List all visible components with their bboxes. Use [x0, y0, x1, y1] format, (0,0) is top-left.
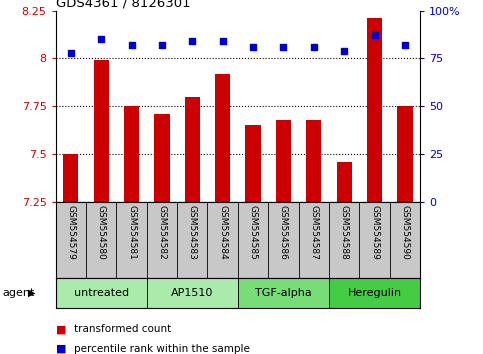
Text: ■: ■	[56, 344, 66, 354]
Bar	[245, 125, 261, 202]
Text: GSM554585: GSM554585	[249, 205, 257, 260]
Text: GSM554587: GSM554587	[309, 205, 318, 260]
Text: GDS4361 / 8126301: GDS4361 / 8126301	[56, 0, 190, 10]
Text: GSM554583: GSM554583	[188, 205, 197, 260]
Bar	[63, 154, 78, 202]
Bar	[56, 278, 147, 308]
Text: GSM554582: GSM554582	[157, 205, 167, 259]
Text: GSM554586: GSM554586	[279, 205, 288, 260]
Text: GSM554588: GSM554588	[340, 205, 349, 260]
Text: TGF-alpha: TGF-alpha	[255, 288, 312, 298]
Bar	[154, 114, 170, 202]
Point	[249, 44, 257, 50]
Point	[158, 42, 166, 48]
Point	[371, 33, 379, 38]
Bar	[124, 106, 139, 202]
Bar	[94, 60, 109, 202]
Text: agent: agent	[2, 288, 35, 298]
Text: GSM554584: GSM554584	[218, 205, 227, 259]
Text: ■: ■	[56, 324, 66, 334]
Text: transformed count: transformed count	[74, 324, 171, 334]
Text: AP1510: AP1510	[171, 288, 213, 298]
Bar	[185, 97, 200, 202]
Bar	[306, 120, 322, 202]
Bar	[215, 74, 230, 202]
Point	[310, 44, 318, 50]
Text: percentile rank within the sample: percentile rank within the sample	[74, 344, 250, 354]
Point	[341, 48, 348, 53]
Bar	[329, 278, 420, 308]
Bar	[398, 106, 412, 202]
Bar	[276, 120, 291, 202]
Text: ▶: ▶	[28, 288, 35, 298]
Point	[128, 42, 135, 48]
Point	[188, 38, 196, 44]
Text: GSM554581: GSM554581	[127, 205, 136, 260]
Text: GSM554589: GSM554589	[370, 205, 379, 260]
Text: GSM554590: GSM554590	[400, 205, 410, 260]
Bar	[337, 162, 352, 202]
Point	[401, 42, 409, 48]
Point	[97, 36, 105, 42]
Bar	[147, 278, 238, 308]
Text: GSM554579: GSM554579	[66, 205, 75, 260]
Bar	[367, 18, 382, 202]
Text: Heregulin: Heregulin	[348, 288, 402, 298]
Text: GSM554580: GSM554580	[97, 205, 106, 260]
Point	[219, 38, 227, 44]
Point	[280, 44, 287, 50]
Bar	[238, 278, 329, 308]
Text: untreated: untreated	[73, 288, 128, 298]
Point	[67, 50, 74, 56]
